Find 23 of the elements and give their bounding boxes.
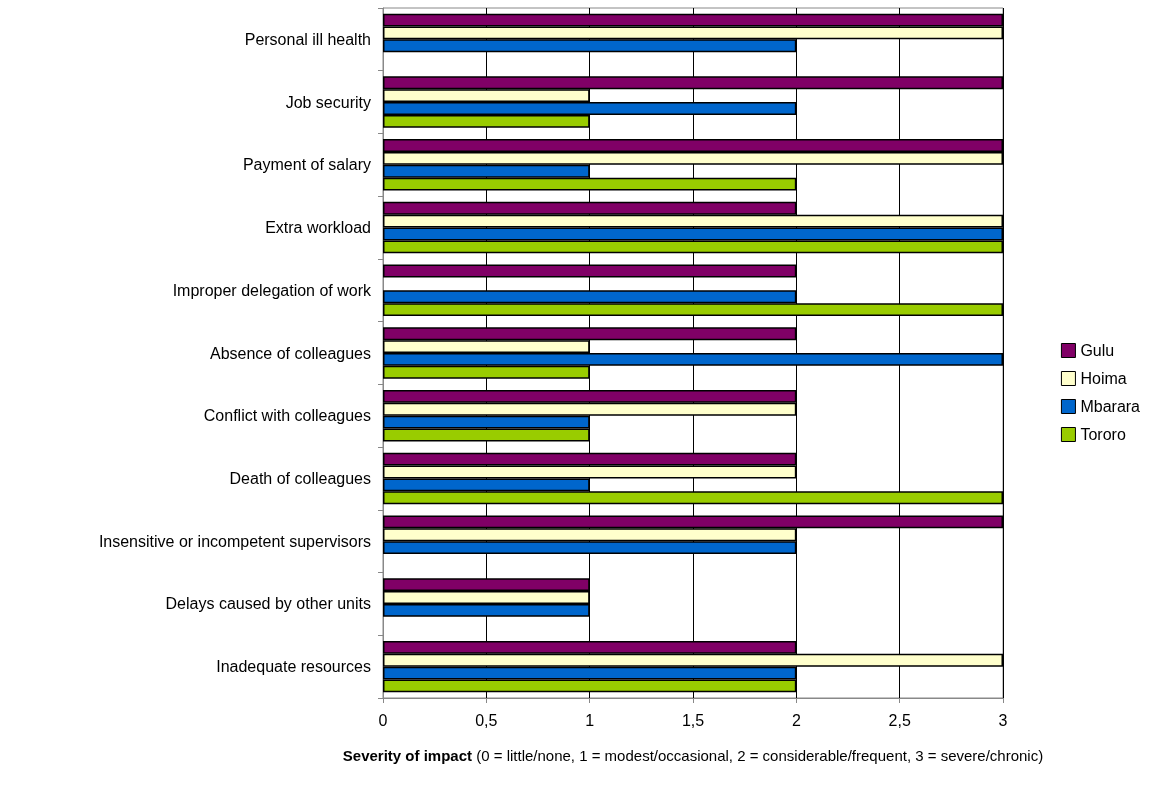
- x-tick-label: 2,5: [888, 711, 911, 729]
- y-tick-label: Death of colleagues: [229, 469, 371, 487]
- y-tick-label: Personal ill health: [244, 30, 371, 48]
- y-tick-label: Payment of salary: [242, 156, 371, 174]
- legend-label: Tororo: [1080, 426, 1126, 443]
- x-tick-label: 0,5: [475, 711, 498, 729]
- y-tick-label: Delays caused by other units: [165, 595, 371, 613]
- legend-label: Mbarara: [1080, 398, 1141, 415]
- y-tick-label: Conflict with colleagues: [203, 407, 371, 425]
- y-tick-label: Extra workload: [265, 219, 371, 237]
- x-tick-label: 1: [585, 711, 595, 729]
- y-tick-label: Insensitive or incompetent supervisors: [98, 532, 371, 550]
- y-tick-label: Improper delegation of work: [172, 281, 372, 299]
- x-tick-label: 0: [378, 711, 388, 729]
- legend-label: Gulu: [1080, 342, 1115, 359]
- x-tick-label: 2: [791, 711, 801, 729]
- y-tick-label: Inadequate resources: [216, 658, 371, 676]
- legend-label: Hoima: [1080, 370, 1127, 387]
- x-tick-label: 3: [998, 711, 1008, 729]
- y-tick-label: Job security: [285, 93, 371, 111]
- x-axis-title: Severity of impact (0 = little/none, 1 = modest/occasional, 2 = considerable/frequent, 3 = severe/chronic): [342, 747, 1044, 764]
- x-tick-label: 1,5: [681, 711, 705, 729]
- y-tick-label: Absence of colleagues: [210, 344, 371, 362]
